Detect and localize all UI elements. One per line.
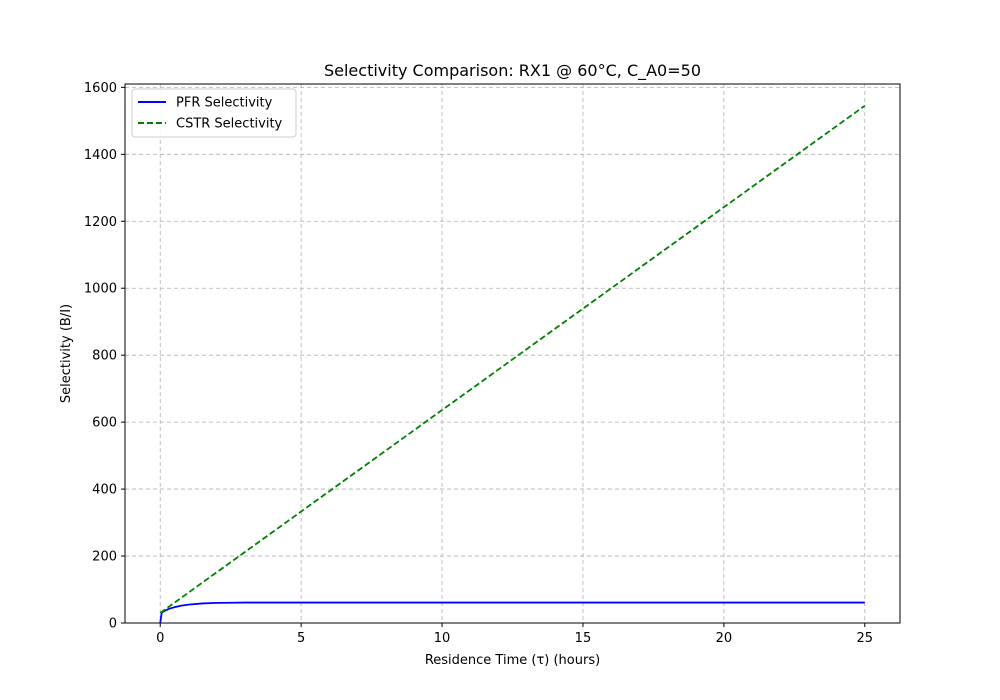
y-tick-label: 200 [92,550,117,565]
y-tick-label: 1200 [84,215,117,230]
y-tick-label: 0 [109,617,117,632]
y-tick-label: 400 [92,483,117,498]
ticks-layer: 0 5 10 15 20 25 0 200 400 600 800 1000 1200 1400 1600 [84,81,873,646]
series-layer [159,105,866,624]
y-axis-label: Selectivity (B/I) [59,304,74,403]
y-tick-label: 1600 [84,81,117,96]
legend-label-pfr: PFR Selectivity [176,96,273,111]
x-tick-label: 20 [716,631,733,646]
legend-label-cstr: CSTR Selectivity [176,117,283,132]
x-tick-label: 10 [434,631,451,646]
plot-frame [124,83,901,624]
cstr-selectivity-line [159,105,866,614]
x-tick-label: 25 [856,631,873,646]
x-tick-label: 0 [156,631,164,646]
y-tick-label: 1400 [84,148,117,163]
y-tick-label: 800 [92,349,117,364]
x-tick-label: 5 [297,631,305,646]
grid-layer [125,84,900,624]
legend-box [131,88,297,138]
chart-title: Selectivity Comparison: RX1 @ 60°C, C_A0… [324,61,701,81]
x-axis-label: Residence Time (τ) (hours) [425,653,600,668]
y-tick-label: 1000 [84,282,117,297]
x-tick-label: 15 [575,631,592,646]
legend: PFR Selectivity CSTR Selectivity [131,88,297,138]
y-tick-label: 600 [92,416,117,431]
pfr-selectivity-line [159,601,865,624]
